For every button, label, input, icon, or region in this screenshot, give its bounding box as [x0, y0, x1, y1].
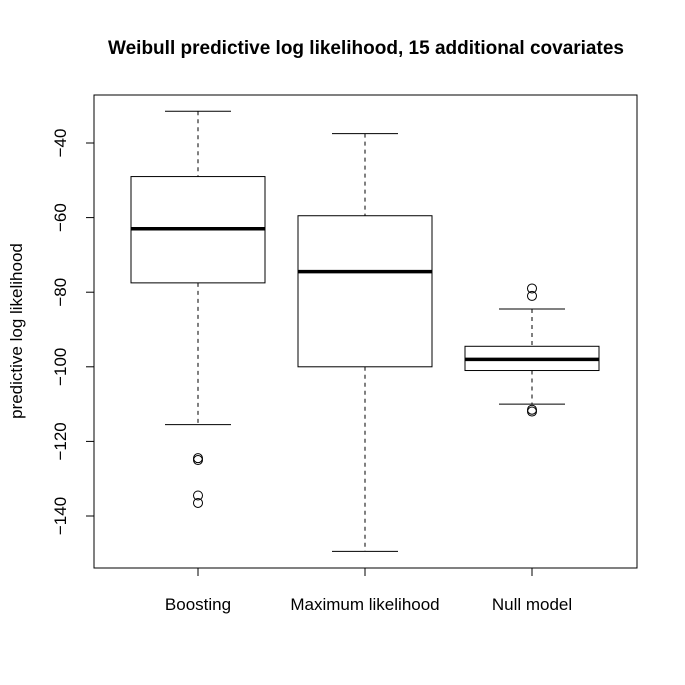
- outlier-point-0-2: [193, 490, 203, 501]
- outlier-point-0-0: [193, 453, 203, 464]
- x-tick-label-1: Maximum likelihood: [290, 595, 439, 614]
- box-iqr-1: [297, 215, 433, 368]
- y-tick-label-2: −80: [51, 278, 70, 307]
- outlier-point-2-2: [527, 404, 537, 415]
- y-tick-label-3: −100: [51, 348, 70, 386]
- y-axis: −40 −60 −80 −100 −120 −140: [51, 129, 95, 535]
- outlier-point-2-1: [527, 290, 537, 301]
- y-tick-label-4: −120: [51, 422, 70, 460]
- box-group-0: [130, 110, 266, 508]
- x-tick-label-0: Boosting: [165, 595, 231, 614]
- outlier-point-0-3: [193, 497, 203, 508]
- boxes-layer: [130, 110, 600, 552]
- box-group-1: [297, 133, 433, 552]
- box-group-2: [464, 283, 600, 417]
- outlier-point-2-3: [527, 406, 537, 417]
- chart-title: Weibull predictive log likelihood, 15 ad…: [108, 38, 624, 59]
- x-axis: Boosting Maximum likelihood Null model: [165, 567, 572, 614]
- x-tick-label-2: Null model: [492, 595, 572, 614]
- y-axis-label: predictive log likelihood: [7, 243, 26, 419]
- y-tick-label-1: −60: [51, 203, 70, 232]
- outlier-point-0-1: [193, 455, 203, 466]
- outlier-point-2-0: [527, 283, 537, 294]
- y-tick-label-0: −40: [51, 129, 70, 158]
- y-tick-label-5: −140: [51, 497, 70, 535]
